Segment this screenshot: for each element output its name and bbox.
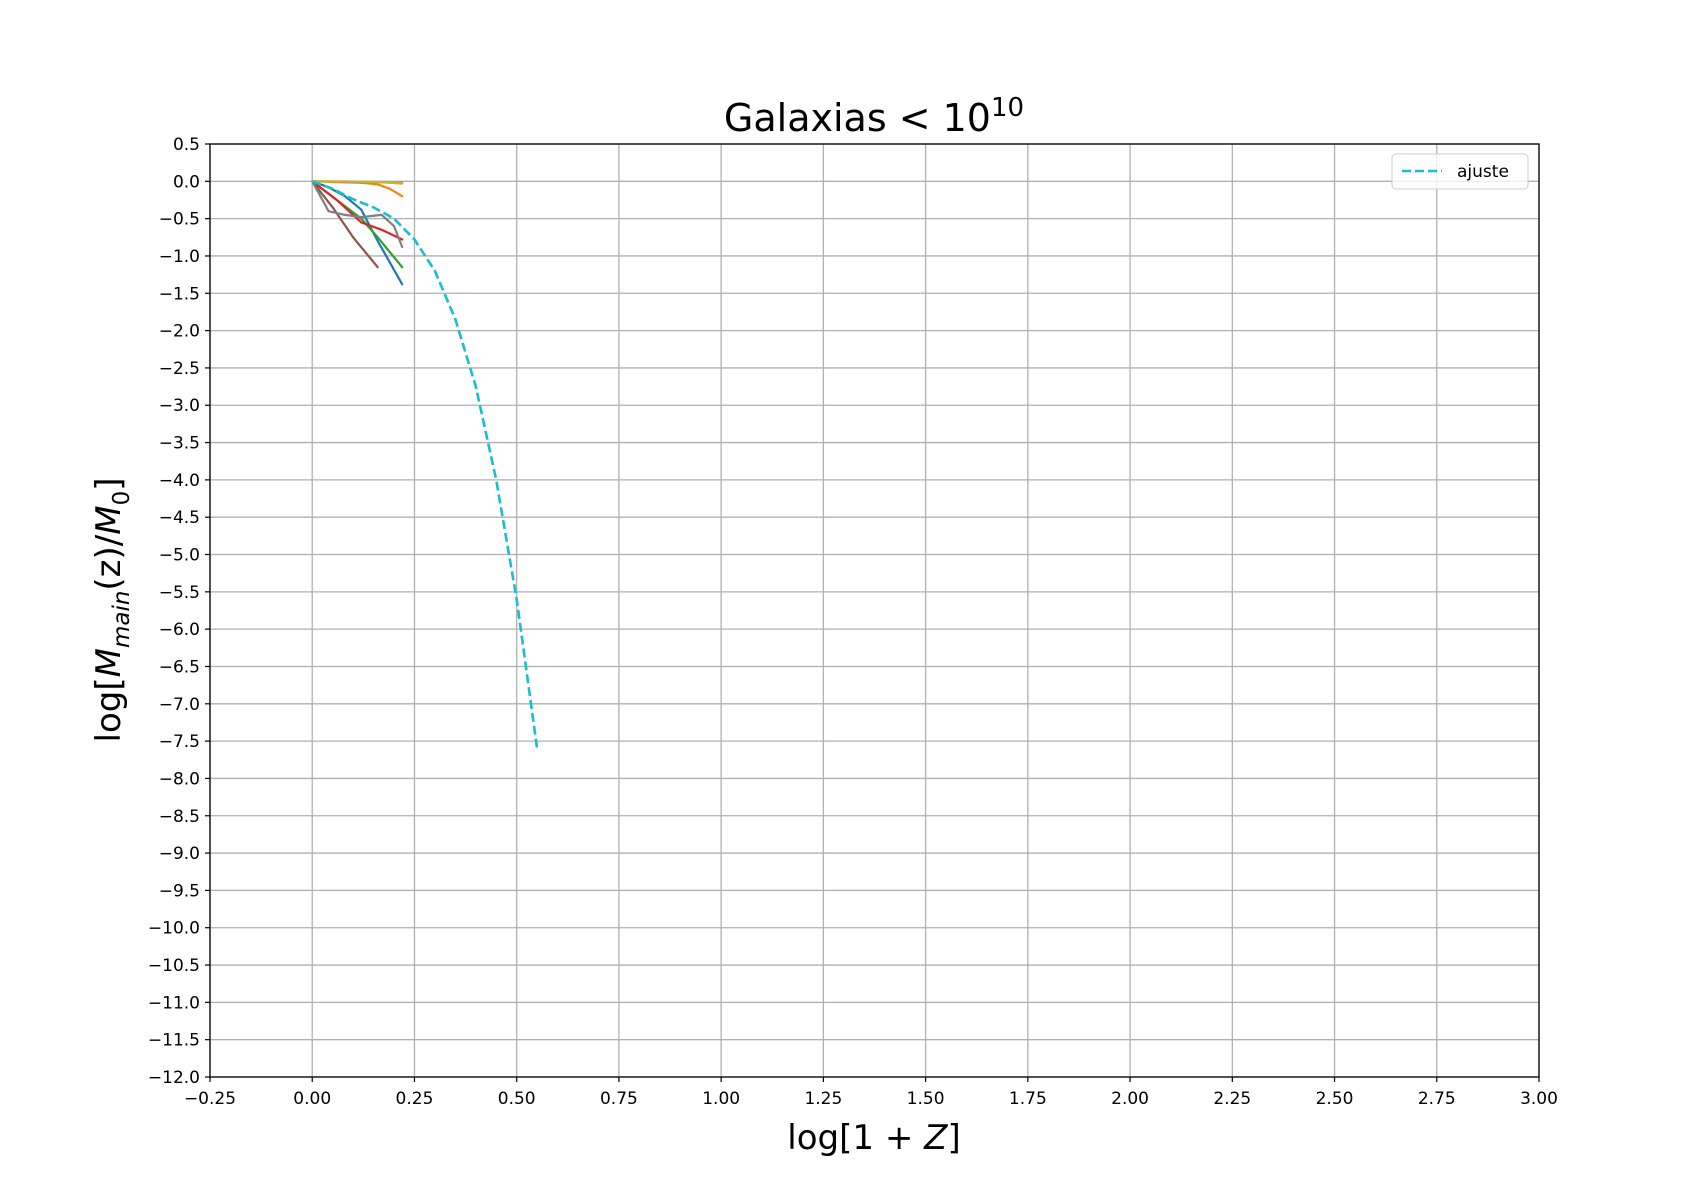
y-tick-label: −1.0 [159, 247, 200, 267]
series-group [311, 180, 539, 749]
y-tick-label: −6.0 [159, 620, 200, 640]
chart-title-text: Galaxias < 10 [724, 96, 991, 140]
x-tick-label: 2.75 [1418, 1089, 1456, 1109]
series-line-4 [311, 180, 404, 241]
y-tick-label: −1.5 [159, 284, 200, 304]
x-tick-label: 2.00 [1111, 1089, 1149, 1109]
y-tick-label: −2.5 [159, 359, 200, 379]
x-axis-label: log[1 + Z] [787, 1118, 960, 1158]
y-tick-label: −11.0 [148, 993, 200, 1013]
y-tick-label: −4.5 [159, 508, 200, 528]
series-line-8 [311, 180, 404, 249]
y-axis-label: log[Mmain(z)/M0] [89, 477, 135, 742]
x-tick-label: 2.25 [1213, 1089, 1251, 1109]
y-ticks: 0.5 0.0 −0.5 −1.0 −1.5 −2.0 −2.5 −3.0 −3.5 −4.0 −4… [148, 135, 210, 1088]
x-tick-label: 0.25 [396, 1089, 434, 1109]
y-tick-label: −5.0 [159, 546, 200, 566]
y-tick-label: −10.5 [148, 956, 200, 976]
y-tick-label: −7.5 [159, 732, 200, 752]
y-tick-label: −10.0 [148, 919, 200, 939]
y-tick-label: −8.5 [159, 807, 200, 827]
series-line-9 [311, 180, 404, 185]
x-tick-label: 1.50 [907, 1089, 945, 1109]
legend: ajuste [1391, 153, 1529, 190]
legend-label-ajuste: ajuste [1457, 162, 1509, 182]
x-ticks: −0.25 0.00 0.25 0.50 0.75 1.00 1.25 1.50 1.75 2.0… [184, 1077, 1558, 1109]
y-tick-label: −12.0 [148, 1068, 200, 1088]
y-tick-label: −9.5 [159, 881, 200, 901]
x-tick-label: 0.75 [600, 1089, 638, 1109]
y-tick-label: −3.0 [159, 396, 200, 416]
x-tick-label: 2.50 [1316, 1089, 1354, 1109]
x-axis-label-var: Z [923, 1118, 948, 1158]
y-axis-label-mid: (z)/ [89, 534, 129, 590]
y-tick-label: −11.5 [148, 1031, 200, 1051]
x-tick-label: 1.75 [1009, 1089, 1047, 1109]
y-axis-label-m1: M [89, 648, 129, 677]
plot-frame [209, 143, 1540, 1078]
y-axis-label-prefix: log[ [89, 677, 129, 742]
y-tick-label: −6.5 [159, 657, 200, 677]
x-tick-label: 0.00 [293, 1089, 331, 1109]
x-axis-label-suffix: ] [947, 1118, 960, 1158]
y-tick-label: −7.0 [159, 695, 200, 715]
y-tick-label: 0.5 [173, 135, 200, 155]
y-tick-label: 0.0 [173, 172, 200, 192]
x-tick-label: 3.00 [1520, 1089, 1558, 1109]
y-tick-label: −4.0 [159, 471, 200, 491]
x-tick-label: 0.50 [498, 1089, 536, 1109]
y-axis-label-m2-sub: 0 [109, 491, 135, 506]
y-axis-label-m1-sub: main [109, 591, 135, 648]
y-axis-label-suffix: ] [89, 477, 129, 490]
chart-title: Galaxias < 1010 [724, 93, 1024, 140]
x-tick-label: 1.25 [804, 1089, 842, 1109]
legend-box [1391, 153, 1529, 190]
y-tick-label: −3.5 [159, 434, 200, 454]
y-tick-label: −5.5 [159, 583, 200, 603]
chart-title-superscript: 10 [991, 93, 1024, 123]
x-axis-label-prefix: log[1 + [787, 1118, 924, 1158]
y-tick-label: −0.5 [159, 210, 200, 230]
y-axis-label-m2: M [89, 505, 129, 534]
y-tick-label: −2.0 [159, 322, 200, 342]
x-tick-label: 1.00 [702, 1089, 740, 1109]
y-tick-label: −9.0 [159, 844, 200, 864]
y-tick-label: −8.0 [159, 769, 200, 789]
series-line-6 [311, 180, 379, 269]
x-tick-label: −0.25 [184, 1089, 236, 1109]
series-line-ajuste [311, 180, 539, 749]
